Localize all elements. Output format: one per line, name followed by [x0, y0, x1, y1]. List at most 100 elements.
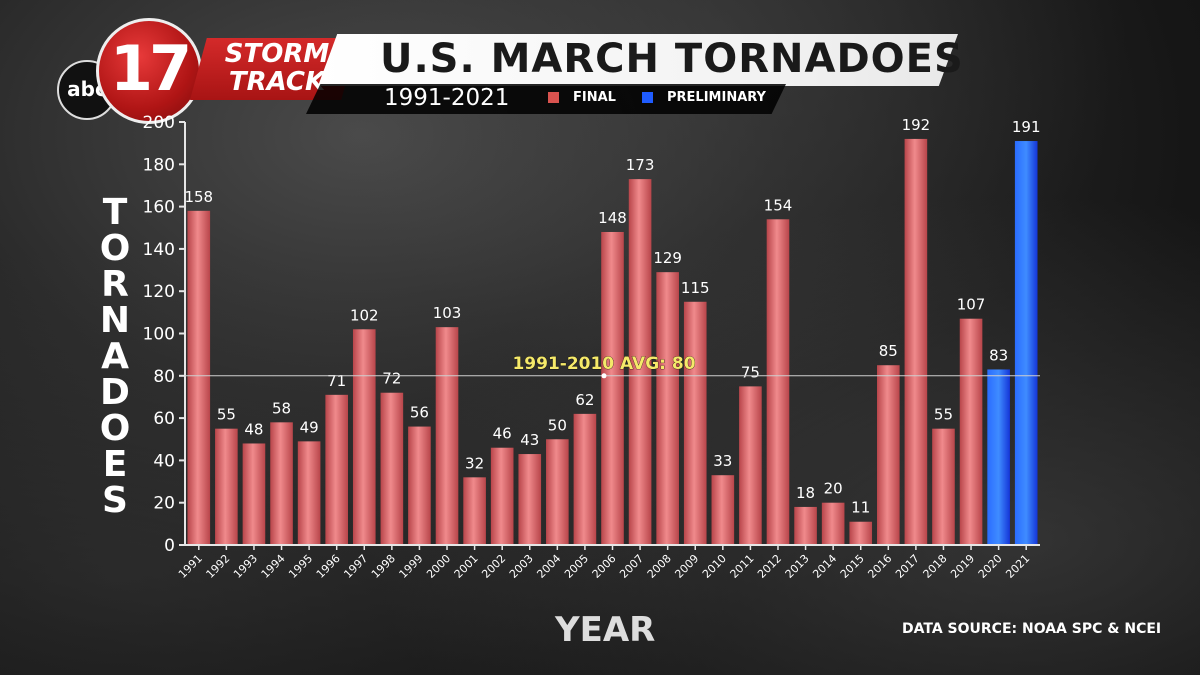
- bar: [463, 477, 486, 545]
- y-axis-title-letter: E: [102, 444, 128, 485]
- y-tick-label: 200: [143, 113, 175, 133]
- y-axis-title-letter: N: [99, 300, 131, 341]
- bar: [573, 413, 597, 545]
- bar: [987, 369, 1010, 545]
- x-tick-label: 1998: [369, 552, 398, 581]
- bar: [325, 394, 349, 545]
- bar: [739, 386, 762, 545]
- legend-preliminary-swatch: [642, 92, 653, 103]
- bar-value-label: 107: [957, 296, 986, 314]
- x-tick-label: 1999: [397, 552, 426, 581]
- y-tick-label: 0: [164, 536, 175, 556]
- bar-value-label: 72: [382, 370, 401, 388]
- x-tick-label: 2014: [810, 552, 839, 581]
- bar: [546, 439, 569, 545]
- bar: [794, 506, 817, 545]
- bar: [683, 301, 707, 545]
- bar: [435, 327, 459, 545]
- bar-value-label: 71: [327, 372, 346, 390]
- y-tick-label: 40: [153, 451, 175, 471]
- bar-value-label: 56: [410, 404, 429, 422]
- x-tick-label: 1991: [176, 552, 205, 581]
- bar-value-label: 85: [879, 342, 898, 360]
- x-tick-label: 1996: [314, 552, 343, 581]
- storm-track-line2: TRACK: [228, 67, 326, 97]
- bar-value-label: 18: [796, 484, 815, 502]
- bar: [518, 454, 542, 545]
- bar-value-label: 55: [934, 406, 953, 424]
- x-tick-label: 2007: [617, 552, 646, 581]
- x-tick-label: 1993: [231, 552, 260, 581]
- x-tick-label: 2010: [700, 552, 729, 581]
- x-tick-label: 2021: [1003, 552, 1032, 581]
- x-tick-label: 1997: [341, 552, 370, 581]
- bar: [932, 428, 955, 545]
- bars: 158 55 48 58 49 71 102 72 56 103 32 46 43 50 62 148 173 1…: [184, 116, 1041, 546]
- bar: [876, 365, 900, 545]
- bar: [766, 219, 790, 546]
- bar: [352, 329, 376, 545]
- legend-final: FINAL: [548, 90, 616, 105]
- bar-value-label: 148: [598, 209, 627, 227]
- bar-value-label: 173: [626, 156, 655, 174]
- bar-value-label: 46: [493, 425, 512, 443]
- bar: [490, 447, 514, 545]
- bar: [628, 179, 652, 546]
- x-tick-label: 1994: [259, 552, 288, 581]
- bar: [601, 231, 624, 546]
- x-tick-label: 2018: [921, 552, 950, 581]
- y-axis-title-letter: D: [100, 372, 130, 413]
- bar-value-label: 102: [350, 306, 379, 324]
- bar: [959, 318, 983, 545]
- bar-value-label: 50: [548, 416, 567, 434]
- y-tick-label: 20: [153, 494, 175, 514]
- bar: [904, 138, 928, 546]
- bar-value-label: 103: [433, 304, 462, 322]
- bar: [711, 475, 735, 545]
- x-tick-label: 2004: [534, 552, 563, 581]
- x-tick-label: 2009: [672, 552, 701, 581]
- bar: [821, 502, 845, 545]
- bar: [297, 441, 321, 545]
- bar-value-label: 32: [465, 454, 484, 472]
- bar: [1014, 141, 1038, 545]
- y-axis: 0 20 40 60 80 100 120 140 160 180 200: [143, 113, 186, 556]
- channel-17-logo: 17: [96, 18, 202, 124]
- subtitle-banner: [306, 84, 786, 114]
- bar: [187, 210, 211, 545]
- y-axis-title-letter: A: [101, 336, 129, 377]
- x-tick-label: 2006: [590, 552, 619, 581]
- x-tick-label: 2005: [562, 552, 591, 581]
- bar: [408, 426, 431, 545]
- bar-value-label: 48: [244, 420, 263, 438]
- title-banner: [318, 34, 958, 86]
- legend-preliminary-label: PRELIMINARY: [667, 90, 766, 105]
- y-axis-title-letter: T: [102, 192, 128, 233]
- bar-value-label: 58: [272, 399, 291, 417]
- bar: [380, 392, 404, 545]
- y-tick-label: 100: [143, 325, 175, 345]
- bar-value-label: 62: [575, 391, 594, 409]
- bar-value-label: 55: [217, 406, 236, 424]
- bar-value-label: 129: [653, 249, 682, 267]
- legend-final-label: FINAL: [573, 90, 616, 105]
- y-tick-label: 140: [143, 240, 175, 260]
- y-tick-label: 80: [153, 367, 175, 387]
- storm-track-text: STORM TRACK: [202, 40, 352, 96]
- average-label: 1991-2010 AVG: 80: [512, 354, 695, 374]
- bar-value-label: 191: [1012, 118, 1041, 136]
- y-tick-label: 120: [143, 282, 175, 302]
- y-tick-label: 160: [143, 198, 175, 218]
- x-tick-label: 1995: [286, 552, 315, 581]
- bar-value-label: 43: [520, 431, 539, 449]
- chart-title: U.S. MARCH TORNADOES: [380, 36, 964, 82]
- bar-value-label: 83: [989, 346, 1008, 364]
- y-axis-title-letter: R: [101, 264, 129, 305]
- y-axis-title-letter: S: [102, 480, 128, 521]
- x-tick-label: 2000: [424, 552, 453, 581]
- chart-subtitle: 1991-2021: [384, 85, 510, 111]
- bar-value-label: 154: [764, 196, 793, 214]
- legend-final-swatch: [548, 92, 559, 103]
